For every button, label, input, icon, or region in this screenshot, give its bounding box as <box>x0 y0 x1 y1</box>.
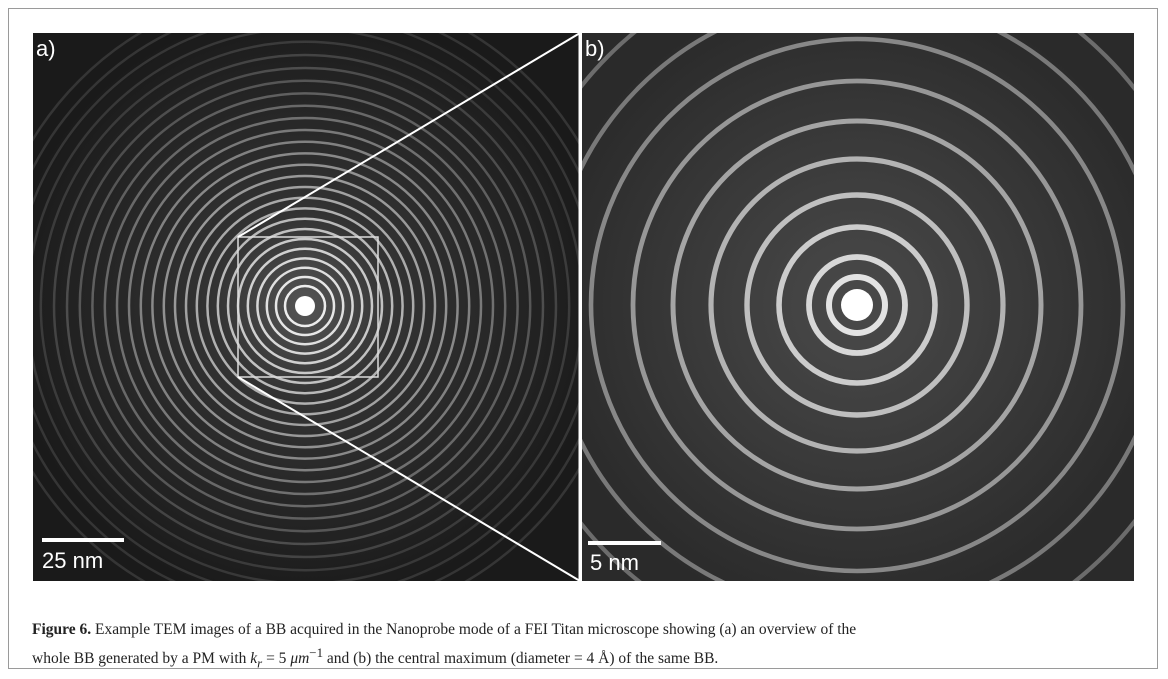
math: = 5 <box>266 650 286 667</box>
panel-label: b) <box>585 36 605 61</box>
caption-text: whole BB generated by a PM with <box>32 650 246 667</box>
scale-bar-label: 25 nm <box>42 548 103 573</box>
caption: Figure 6. Example TEM images of a BB acq… <box>32 618 1142 674</box>
math: μm <box>290 650 309 667</box>
scale-bar <box>42 538 124 542</box>
central-maximum <box>841 289 873 321</box>
caption-text: and (b) the central maximum (diameter = … <box>327 650 718 667</box>
math: r <box>257 655 262 670</box>
scale-bar-label: 5 nm <box>590 550 639 575</box>
scale-bar <box>588 541 661 545</box>
caption-label: Figure 6. <box>32 621 91 638</box>
figure-images: a) b) 25 nm 5 nm <box>0 0 1168 600</box>
panel-label: a) <box>36 36 56 61</box>
caption-text: Example TEM images of a BB acquired in t… <box>95 621 856 638</box>
central-maximum <box>295 296 315 316</box>
math: −1 <box>309 645 323 660</box>
